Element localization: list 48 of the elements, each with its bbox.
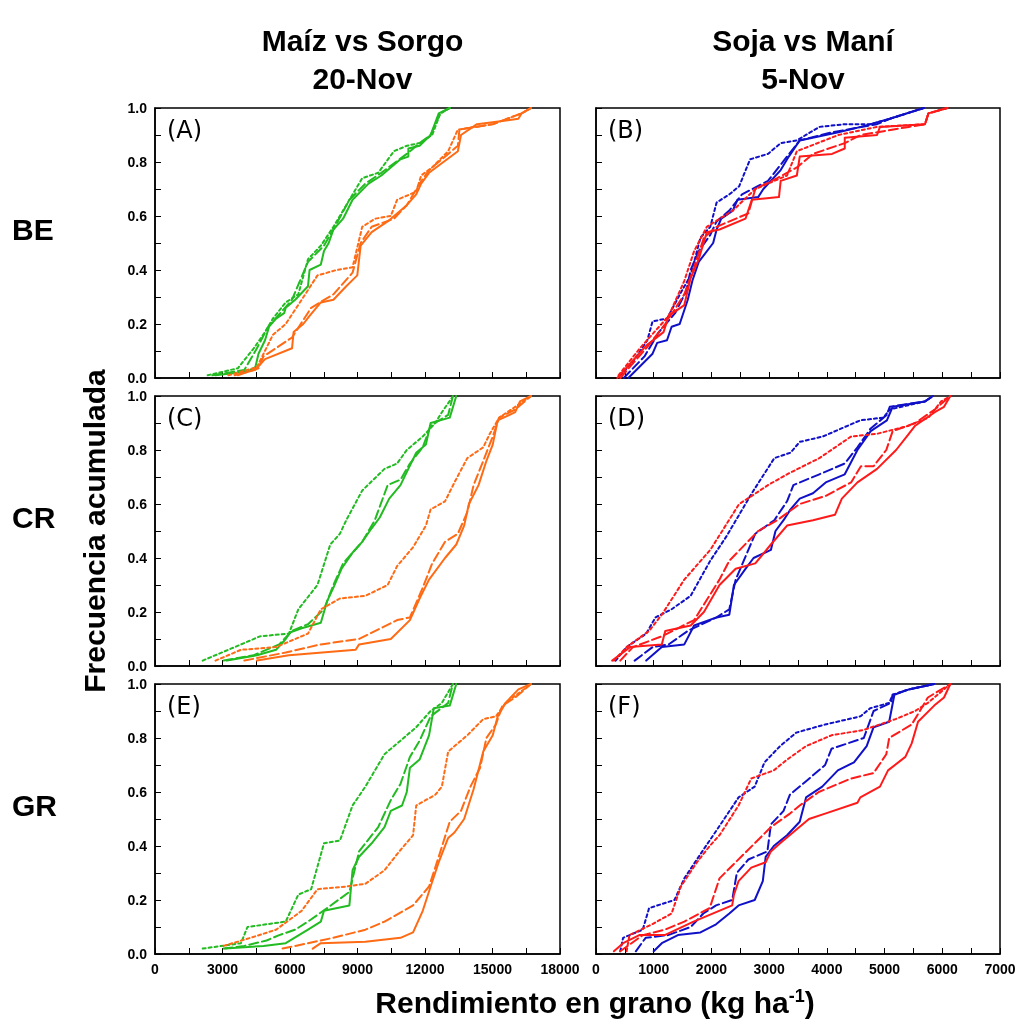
chart-subtitle: 20-Nov	[312, 61, 413, 95]
y-tick-label: 0.6	[127, 496, 148, 512]
chart-title: Maíz vs Sorgo	[261, 23, 464, 57]
text: CR	[12, 501, 56, 535]
x-tick-label: 2000	[695, 961, 728, 977]
chart-title: Soja vs Maní	[712, 23, 896, 57]
annotation: (A)	[167, 116, 203, 144]
y-tick-label: 0.6	[127, 784, 148, 800]
x-tick-label: 1000	[638, 961, 670, 977]
y-tick-label: 0.6	[127, 208, 148, 224]
y-tick-label: 0.0	[127, 658, 148, 674]
y-tick-label: 1.0	[127, 388, 148, 404]
y-tick-label: 0.0	[127, 946, 148, 962]
annotation: (C)	[167, 404, 203, 432]
chart-subtitle: 5-Nov	[761, 61, 845, 95]
y-tick-label: 0.4	[127, 550, 148, 566]
y-tick-label: 0.0	[127, 370, 148, 386]
text: GR	[12, 789, 57, 823]
y-tick-label: 0.4	[127, 262, 148, 278]
y-tick-label: 1.0	[127, 676, 148, 692]
annotation: (F)	[608, 692, 641, 720]
x-tick-label: 18000	[540, 961, 580, 977]
y-tick-label: 0.4	[127, 838, 148, 854]
y-tick-label: 1.0	[127, 100, 148, 116]
x-tick-label: 4000	[811, 961, 843, 977]
y-tick-label: 0.8	[127, 730, 148, 746]
y-tick-label: 0.8	[127, 442, 148, 458]
x-tick-label: 3000	[753, 961, 785, 977]
annotation: (D)	[608, 404, 646, 432]
x-tick-label: 0	[151, 961, 160, 977]
text: BE	[12, 213, 54, 247]
y-axis-title: Frecuencia acumulada	[78, 369, 112, 693]
y-tick-label: 0.2	[127, 892, 148, 908]
x-tick-label: 6000	[926, 961, 959, 977]
annotation: (B)	[608, 116, 644, 144]
x-tick-label: 3000	[206, 961, 239, 977]
y-tick-label: 0.2	[127, 316, 148, 332]
x-tick-label: 7000	[984, 961, 1016, 977]
x-tick-label: 6000	[274, 961, 306, 977]
x-axis-title: Rendimiento en grano (kg ha$^{-1}$)	[375, 986, 815, 1020]
x-tick-label: 9000	[341, 961, 374, 977]
x-tick-label: 12000	[405, 961, 445, 977]
annotation: (E)	[167, 692, 201, 720]
x-tick-label: 5000	[868, 961, 901, 977]
y-tick-label: 0.8	[127, 154, 148, 170]
y-tick-label: 0.2	[127, 604, 148, 620]
x-tick-label: 15000	[473, 961, 513, 977]
x-tick-label: 0	[592, 961, 601, 977]
